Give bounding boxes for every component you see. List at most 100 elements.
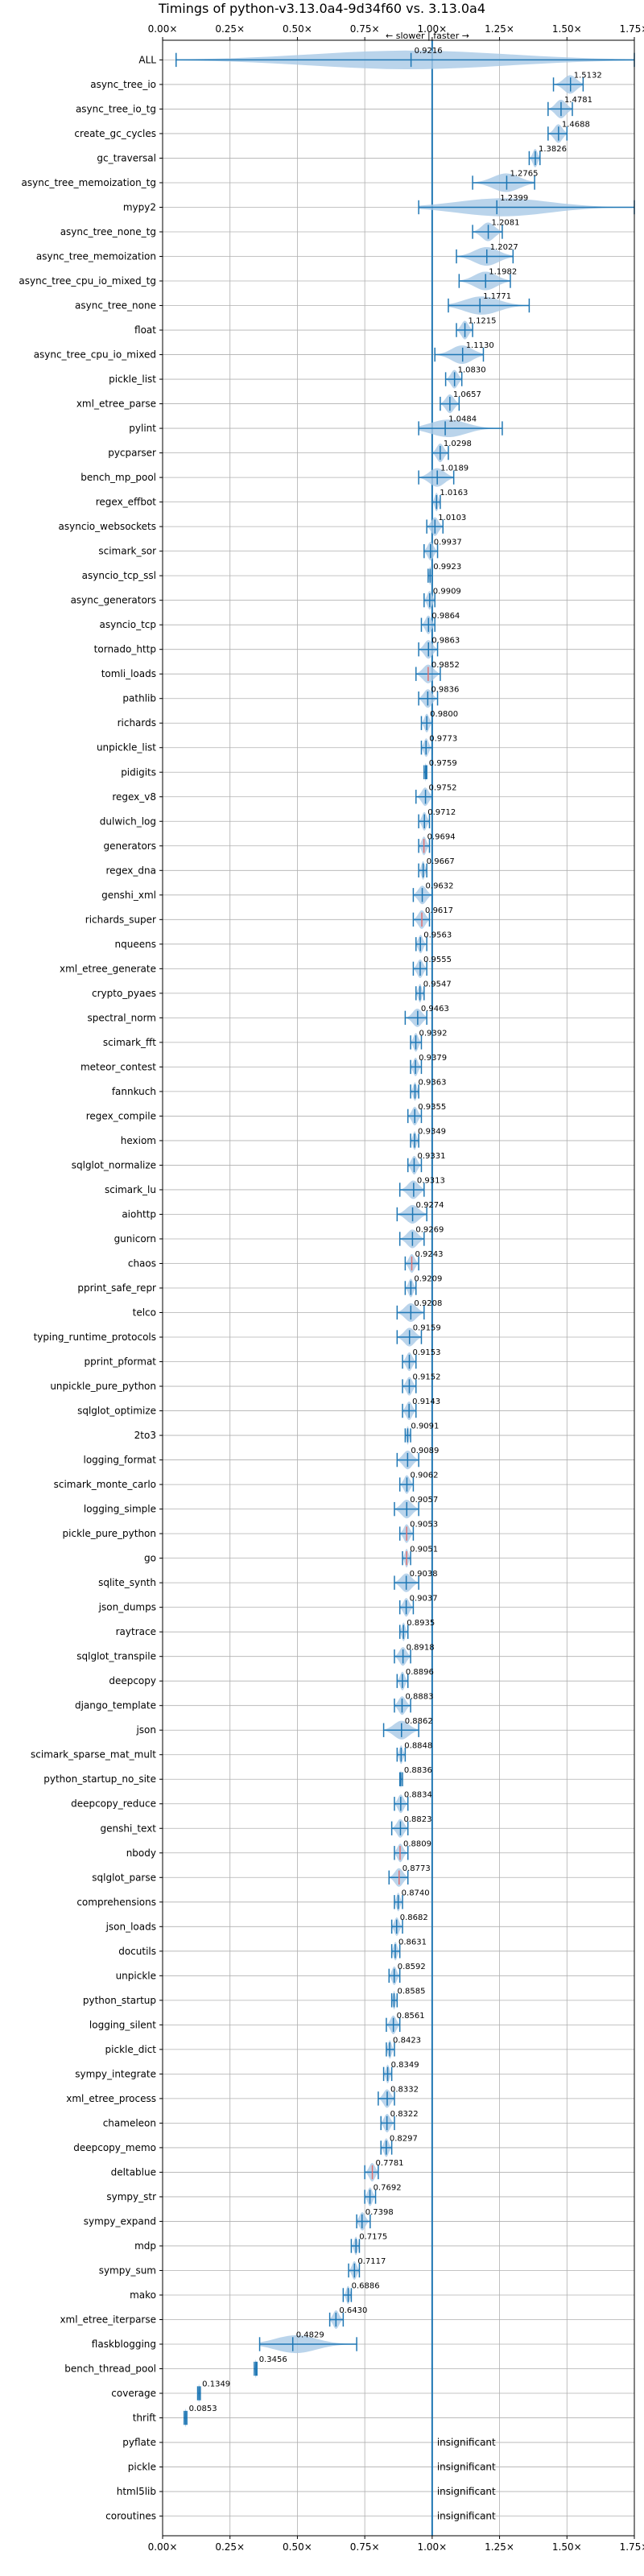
insignificant-label: insignificant (437, 2462, 496, 2473)
x-tick-label-bottom: 1.25× (485, 2541, 514, 2553)
category-label: coroutines (105, 2511, 156, 2522)
category-label: pickle_pure_python (63, 1528, 156, 1539)
value-label: 0.1349 (202, 2380, 230, 2389)
plot-area-frame (162, 39, 635, 2537)
value-label: 0.9463 (421, 1005, 449, 1013)
chart-title: Timings of python-v3.13.0a4-9d34f60 vs. … (158, 1, 485, 16)
category-label: html5lib (117, 2486, 156, 2497)
value-label: 0.8862 (405, 1717, 433, 1726)
value-label: 0.9269 (415, 1226, 444, 1235)
category-label: gunicorn (114, 1233, 156, 1245)
value-label: 0.8935 (407, 1619, 435, 1628)
value-label: 0.9089 (411, 1447, 439, 1455)
category-label: unpickle_pure_python (50, 1381, 156, 1392)
value-label: 0.8896 (406, 1668, 434, 1677)
category-label: docutils (118, 1946, 156, 1957)
category-label: pprint_pformat (85, 1356, 157, 1368)
insignificant-label: insignificant (437, 2437, 496, 2448)
value-label: 0.8423 (393, 2036, 421, 2045)
category-label: scimark_lu (105, 1184, 156, 1195)
value-label: 1.2027 (490, 243, 518, 252)
category-label: genshi_xml (101, 890, 156, 901)
x-tick-label-top: 1.50× (552, 23, 582, 35)
value-label: 0.4829 (296, 2331, 324, 2340)
value-label: 0.9937 (434, 538, 462, 547)
value-label: 0.9712 (427, 808, 456, 817)
category-label: nqueens (115, 939, 156, 950)
category-label: telco (133, 1307, 156, 1319)
category-label: sqlglot_parse (92, 1872, 156, 1883)
category-label: xml_etree_process (66, 2093, 156, 2104)
value-label: 1.2765 (510, 170, 538, 179)
value-label: 0.7398 (365, 2208, 394, 2217)
category-label: tomli_loads (101, 668, 156, 679)
category-label: spectral_norm (87, 1012, 156, 1023)
category-label: logging_simple (84, 1504, 156, 1515)
category-label: float (134, 324, 156, 336)
value-label: 1.0103 (438, 514, 466, 522)
category-label: chameleon (103, 2117, 156, 2128)
category-label: scimark_fft (103, 1037, 156, 1048)
value-label: 0.9773 (429, 734, 457, 743)
category-label: async_tree_cpu_io_mixed_tg (19, 275, 156, 287)
value-label: 0.9555 (423, 956, 452, 964)
x-tick-label-bottom: 1.50× (552, 2541, 582, 2553)
category-label: async_tree_cpu_io_mixed (34, 349, 156, 361)
x-tick-label-top: 1.00× (417, 23, 447, 35)
value-label: 0.6886 (352, 2282, 380, 2291)
category-label: xml_etree_generate (60, 963, 156, 974)
category-label: dulwich_log (100, 815, 156, 827)
value-label: 0.9547 (423, 980, 452, 989)
category-label: async_tree_none_tg (60, 226, 156, 237)
value-label: 0.9392 (419, 1030, 447, 1038)
category-label: async_tree_io (90, 79, 156, 90)
value-label: 1.2081 (492, 219, 520, 228)
value-label: 1.1130 (466, 341, 494, 350)
category-label: genshi_text (101, 1823, 157, 1834)
value-label: 0.9617 (425, 906, 453, 915)
category-label: tornado_http (94, 644, 156, 655)
value-label: 0.9852 (431, 661, 460, 670)
category-label: richards (118, 717, 156, 729)
category-label: sympy_integrate (75, 2068, 156, 2079)
value-label: 0.9159 (413, 1324, 441, 1333)
value-label: 0.9752 (429, 783, 457, 792)
value-label: 0.8332 (390, 2086, 419, 2095)
value-label: 0.9274 (416, 1201, 444, 1210)
value-label: 0.7781 (376, 2159, 404, 2168)
category-label: regex_v8 (112, 791, 156, 803)
value-label: 0.6430 (339, 2306, 367, 2315)
category-label: pickle_dict (105, 2044, 157, 2055)
x-tick-label-top: 0.00× (148, 23, 178, 35)
category-label: deepcopy_memo (73, 2142, 156, 2153)
value-label: 1.4781 (564, 96, 592, 105)
value-label: 0.7692 (374, 2184, 402, 2193)
category-label: hexiom (121, 1135, 156, 1146)
value-label: 0.9864 (431, 612, 460, 621)
value-label: 0.8349 (391, 2061, 419, 2070)
category-label: async_tree_memoization (36, 251, 156, 262)
category-label: crypto_pyaes (92, 988, 156, 999)
value-label: 1.3826 (539, 145, 567, 154)
category-label: logging_silent (89, 2019, 156, 2030)
direction-label: ← slower | faster → (386, 31, 469, 41)
value-label: 1.1215 (469, 317, 497, 326)
value-label: 1.1982 (489, 268, 517, 277)
category-label: async_tree_io_tg (76, 103, 156, 114)
value-label: 0.9153 (412, 1348, 440, 1357)
category-label: mypy2 (123, 201, 156, 213)
value-label: 0.8585 (397, 1987, 425, 1996)
value-label: 0.8561 (397, 2012, 425, 2021)
category-label: mako (130, 2289, 156, 2301)
x-tick-label-top: 0.50× (283, 23, 312, 35)
x-tick-label-bottom: 0.25× (215, 2541, 245, 2553)
category-label: go (144, 1553, 156, 1564)
label-layer: 0.00× 0.00× 0.25× 0.25× 0.50× 0.50× 0.75× 0.75×… (19, 23, 644, 2553)
value-label: 0.9313 (417, 1177, 445, 1186)
value-label: 0.3456 (259, 2355, 287, 2364)
x-tick-label-top: 1.25× (485, 23, 514, 35)
category-label: unpickle (116, 1970, 156, 1981)
value-label: 0.9923 (433, 563, 461, 572)
category-label: sympy_expand (84, 2215, 156, 2227)
value-label: 0.9051 (410, 1545, 438, 1554)
